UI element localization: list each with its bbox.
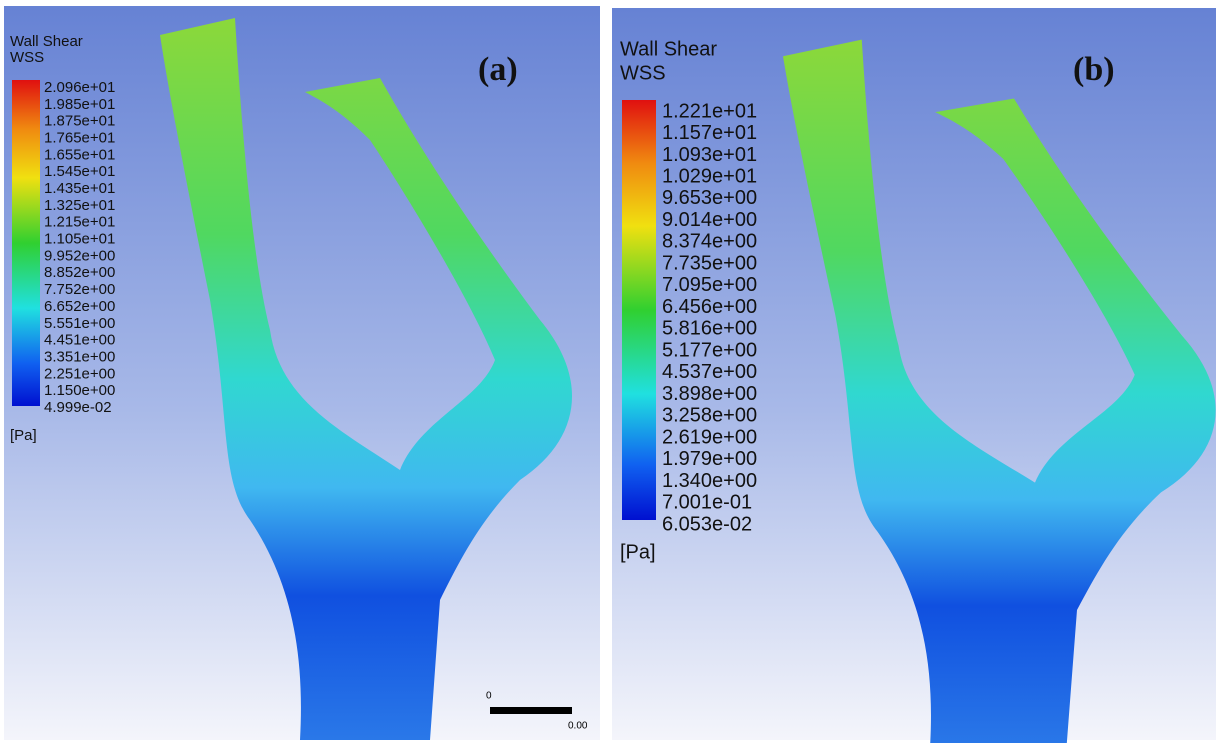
legend-tick-label: 1.105e+01 bbox=[44, 231, 115, 248]
legend-tick-label: 4.537e+00 bbox=[662, 361, 757, 383]
legend-tick-label: 1.325e+01 bbox=[44, 197, 115, 214]
legend-unit: [Pa] bbox=[620, 541, 656, 563]
legend-title: Wall Shear bbox=[10, 33, 83, 50]
legend-tick-label: 1.157e+01 bbox=[662, 122, 757, 144]
scale-bar bbox=[490, 707, 572, 714]
legend-tick-label: 8.374e+00 bbox=[662, 231, 757, 253]
legend-tick-label: 2.251e+00 bbox=[44, 365, 115, 382]
legend-unit: [Pa] bbox=[10, 427, 37, 444]
legend-tick-label: 4.999e-02 bbox=[44, 399, 112, 416]
legend-tick-label: 9.952e+00 bbox=[44, 247, 115, 264]
legend-tick-label: 9.653e+00 bbox=[662, 187, 757, 209]
colorbar bbox=[12, 80, 40, 406]
legend-tick-label: 4.451e+00 bbox=[44, 332, 115, 349]
figure: Wall Shear WSS [Pa] (a) 0 0.00 2.096e+01… bbox=[0, 0, 1219, 743]
legend-tick-label: 2.096e+01 bbox=[44, 79, 115, 96]
panel-label: (a) bbox=[478, 51, 518, 88]
panel-label: (b) bbox=[1073, 51, 1115, 88]
legend-tick-label: 5.177e+00 bbox=[662, 339, 757, 361]
legend-tick-label: 1.029e+01 bbox=[662, 165, 757, 187]
legend-tick-label: 5.816e+00 bbox=[662, 318, 757, 340]
legend-tick-label: 1.215e+01 bbox=[44, 214, 115, 231]
legend-tick-label: 9.014e+00 bbox=[662, 209, 757, 231]
legend-tick-label: 1.150e+00 bbox=[44, 382, 115, 399]
legend-tick-label: 1.545e+01 bbox=[44, 163, 115, 180]
legend-title: Wall Shear bbox=[620, 38, 717, 60]
legend-tick-label: 6.652e+00 bbox=[44, 298, 115, 315]
legend-tick-label: 3.898e+00 bbox=[662, 383, 757, 405]
legend-tick-label: 7.095e+00 bbox=[662, 274, 757, 296]
legend-tick-label: 3.351e+00 bbox=[44, 348, 115, 365]
legend-tick-label: 7.752e+00 bbox=[44, 281, 115, 298]
legend-tick-label: 1.340e+00 bbox=[662, 470, 757, 492]
panel-a: Wall Shear WSS [Pa] (a) 0 0.00 2.096e+01… bbox=[4, 6, 600, 740]
legend-tick-label: 7.001e-01 bbox=[662, 492, 752, 514]
colorbar bbox=[622, 100, 656, 520]
scale-start: 0 bbox=[486, 691, 492, 702]
legend-tick-label: 8.852e+00 bbox=[44, 264, 115, 281]
legend-tick-label: 1.221e+01 bbox=[662, 100, 757, 122]
legend-tick-label: 1.765e+01 bbox=[44, 129, 115, 146]
scale-end: 0.00 bbox=[568, 721, 588, 732]
legend-tick-label: 2.619e+00 bbox=[662, 426, 757, 448]
legend-tick-label: 5.551e+00 bbox=[44, 315, 115, 332]
legend-tick-label: 1.093e+01 bbox=[662, 144, 757, 166]
legend-tick-label: 1.875e+01 bbox=[44, 113, 115, 130]
panel-b: Wall Shear WSS [Pa] (b) 1.221e+011.157e+… bbox=[612, 8, 1216, 743]
legend-tick-label: 1.979e+00 bbox=[662, 448, 757, 470]
legend-tick-label: 1.435e+01 bbox=[44, 180, 115, 197]
legend-tick-label: 3.258e+00 bbox=[662, 405, 757, 427]
legend-tick-label: 6.456e+00 bbox=[662, 296, 757, 318]
legend-tick-label: 7.735e+00 bbox=[662, 252, 757, 274]
legend-subtitle: WSS bbox=[10, 49, 44, 66]
legend-tick-label: 1.985e+01 bbox=[44, 96, 115, 113]
legend-tick-label: 6.053e-02 bbox=[662, 513, 752, 535]
legend-tick-label: 1.655e+01 bbox=[44, 146, 115, 163]
legend-subtitle: WSS bbox=[620, 62, 666, 84]
